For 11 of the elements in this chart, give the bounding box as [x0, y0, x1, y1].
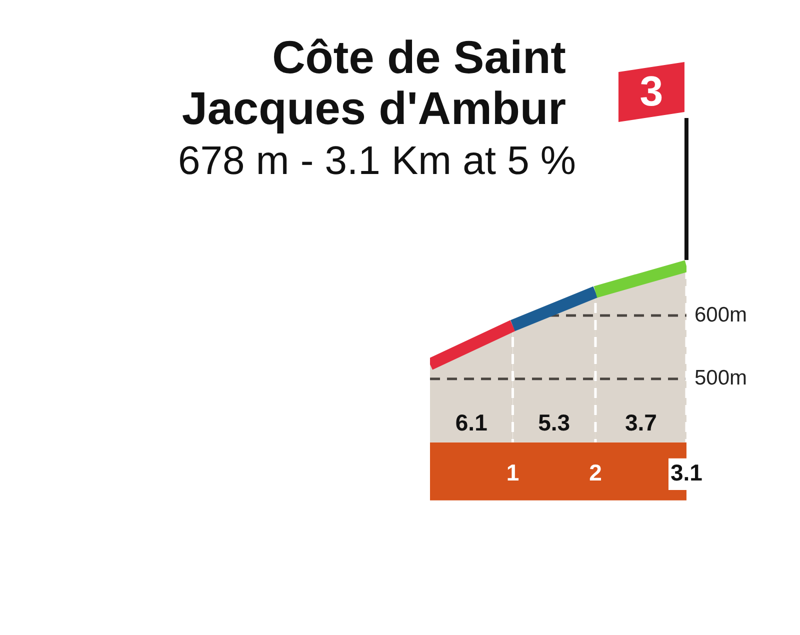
x-tick-label: 3.1: [670, 460, 703, 486]
ref-line-label: 3: [640, 68, 664, 115]
x-tick-label: 1: [506, 460, 520, 486]
annotation: 5.3: [538, 410, 570, 436]
chart-subtitle: 678 m - 3.1 Km at 5 %: [177, 138, 576, 184]
chart-title: Côte de Saint Jacques d'Ambur: [180, 31, 566, 134]
x-tick-label: 2: [589, 460, 602, 486]
annotation: 3.7: [624, 410, 657, 436]
y-tick-label: 500m: [694, 366, 747, 390]
annotation: 6.1: [455, 410, 488, 436]
y-tick-label: 600m: [694, 303, 747, 326]
